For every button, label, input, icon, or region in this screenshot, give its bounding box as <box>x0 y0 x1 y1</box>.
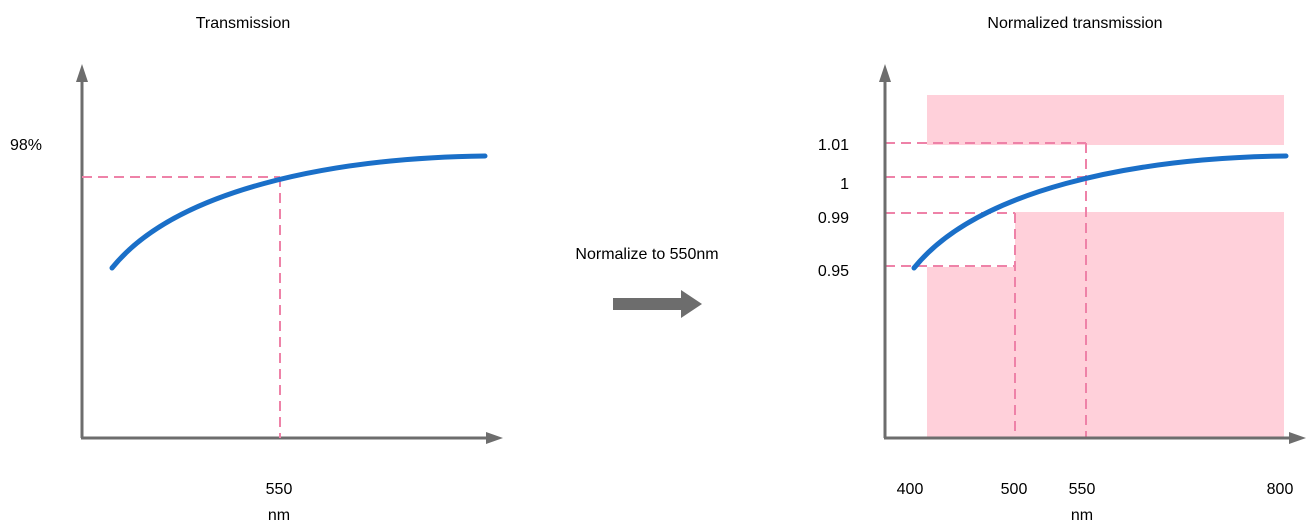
right-x-unit: nm <box>1071 507 1093 524</box>
lower-tolerance-band-500-800 <box>1015 212 1284 438</box>
right-normalized-curve <box>911 153 1289 271</box>
tolerance-bands <box>927 95 1284 438</box>
left-transmission-curve <box>109 153 488 271</box>
lower-tolerance-band-400-500 <box>927 267 1015 438</box>
right-y-tick-0-95: 0.95 <box>818 263 849 280</box>
right-guides <box>885 142 1087 438</box>
right-x-tick-800: 800 <box>1267 481 1294 498</box>
right-x-tick-500: 500 <box>1001 481 1028 498</box>
left-guides <box>82 176 281 438</box>
left-y-axis-arrowhead <box>76 64 88 82</box>
left-y-label-98: 98% <box>10 137 42 154</box>
right-x-axis-arrowhead <box>1289 432 1306 444</box>
right-panel: Normalized transmission 1.01 1 0 <box>818 15 1306 524</box>
right-arrow-icon <box>613 290 702 318</box>
left-x-tick-550: 550 <box>266 481 293 498</box>
right-panel-title: Normalized transmission <box>987 15 1162 32</box>
right-x-tick-400: 400 <box>897 481 924 498</box>
right-x-tick-550: 550 <box>1069 481 1096 498</box>
middle-transition: Normalize to 550nm <box>575 246 719 318</box>
normalize-caption: Normalize to 550nm <box>575 246 718 263</box>
left-axes <box>76 64 503 444</box>
left-x-axis-arrowhead <box>486 432 503 444</box>
left-x-unit: nm <box>268 507 290 524</box>
left-panel-title: Transmission <box>196 15 291 32</box>
right-axes <box>879 64 1306 444</box>
right-y-axis-arrowhead <box>879 64 891 82</box>
right-y-tick-1-01: 1.01 <box>818 137 849 154</box>
right-y-tick-0-99: 0.99 <box>818 210 849 227</box>
left-panel: Transmission 98% 550 nm <box>10 15 503 524</box>
right-y-tick-1: 1 <box>840 176 849 193</box>
upper-tolerance-band <box>927 95 1284 145</box>
